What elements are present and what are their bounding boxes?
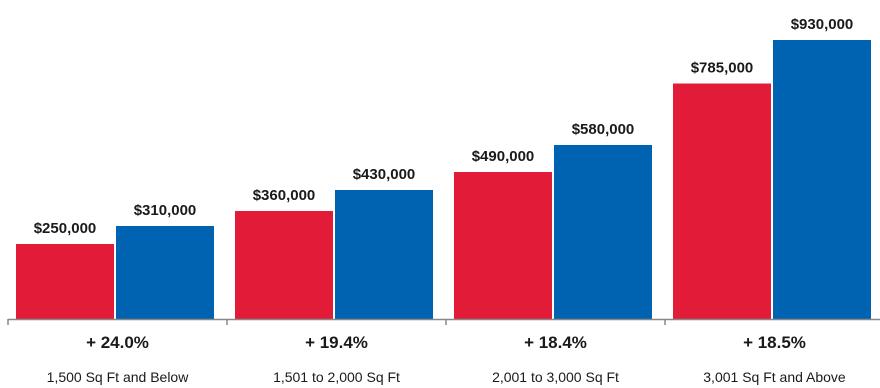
bar-b-2 <box>554 145 652 319</box>
bars-group <box>16 40 871 319</box>
bar-b-3 <box>773 40 871 319</box>
bar-a-3 <box>673 83 771 319</box>
data-label-a-2: $490,000 <box>472 148 535 165</box>
bar-a-0 <box>16 244 114 319</box>
category-label-1: 1,501 to 2,000 Sq Ft <box>273 369 400 385</box>
data-label-a-0: $250,000 <box>34 220 97 237</box>
change-label-2: + 18.4% <box>524 333 587 352</box>
change-label-3: + 18.5% <box>743 333 806 352</box>
data-label-b-3: $930,000 <box>791 16 854 33</box>
x-axis <box>7 318 880 325</box>
data-label-b-0: $310,000 <box>134 202 197 219</box>
data-label-a-1: $360,000 <box>253 187 316 204</box>
bar-b-0 <box>116 226 214 319</box>
data-label-b-2: $580,000 <box>572 121 635 138</box>
change-label-1: + 19.4% <box>305 333 368 352</box>
category-label-0: 1,500 Sq Ft and Below <box>47 369 190 385</box>
bar-a-2 <box>454 172 552 319</box>
category-label-2: 2,001 to 3,000 Sq Ft <box>492 369 619 385</box>
data-label-a-3: $785,000 <box>691 60 754 77</box>
data-label-b-1: $430,000 <box>353 166 416 183</box>
change-label-0: + 24.0% <box>86 333 149 352</box>
category-label-3: 3,001 Sq Ft and Above <box>703 369 846 385</box>
bar-b-1 <box>335 190 433 319</box>
bar-a-1 <box>235 211 333 319</box>
labels-group: $250,000 $310,000 + 24.0% 1,500 Sq Ft and B… <box>34 16 854 385</box>
